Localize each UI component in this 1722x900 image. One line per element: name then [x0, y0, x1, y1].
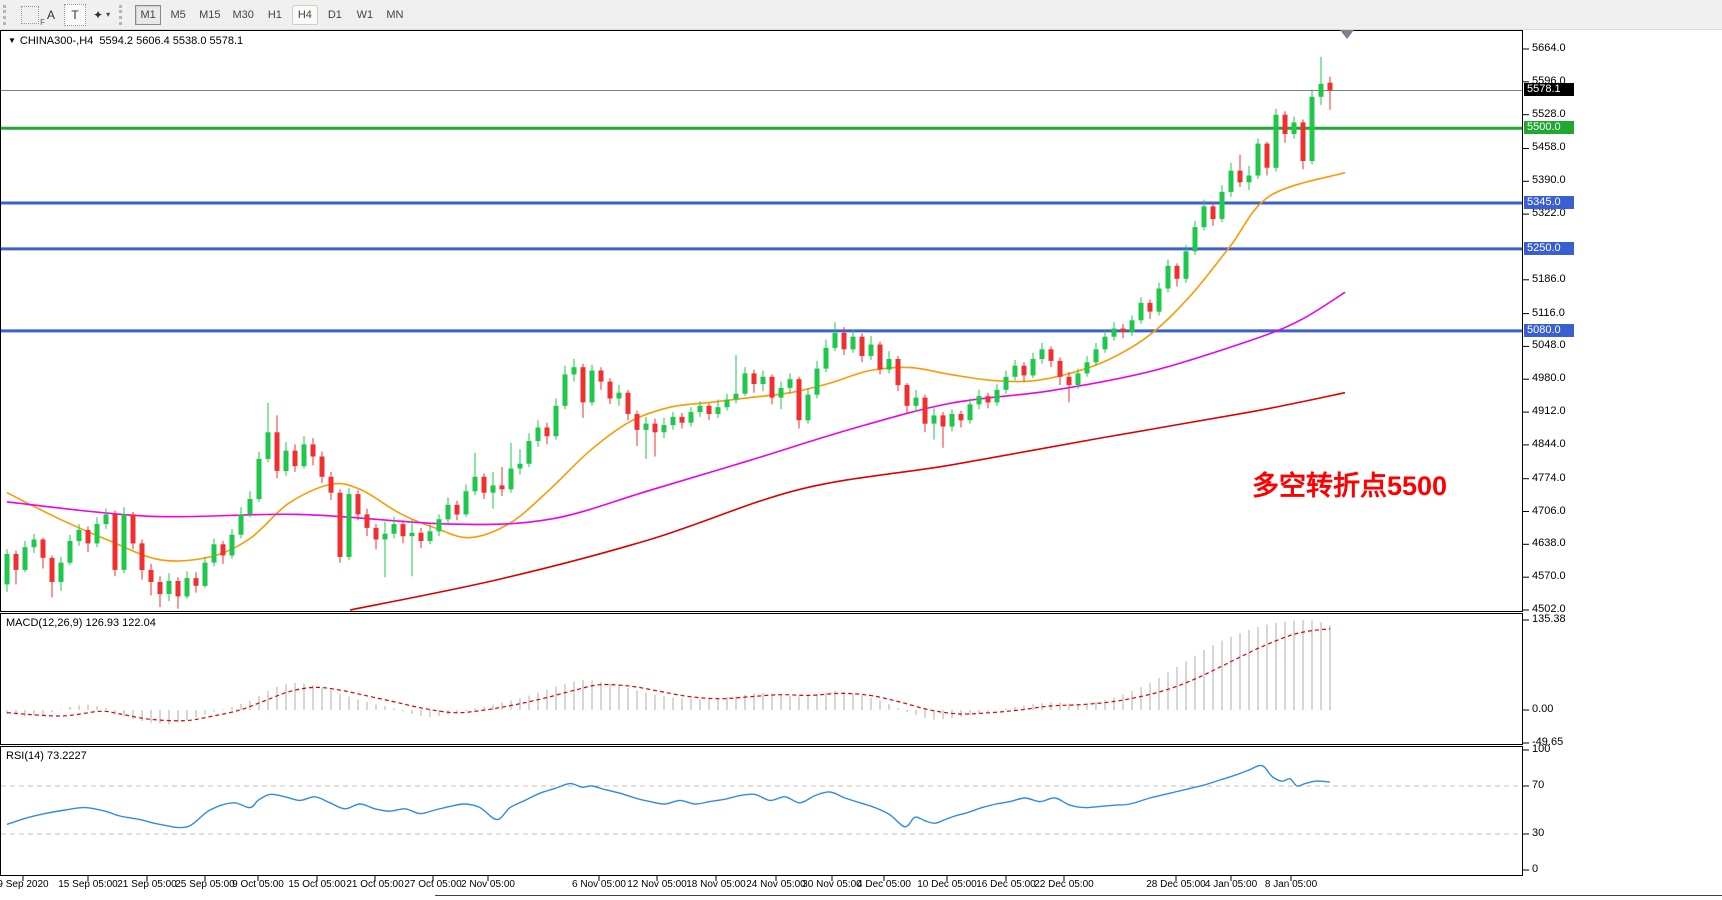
chart-title: ▼ CHINA300-,H4 5594.2 5606.4 5538.0 5578.…	[8, 35, 243, 47]
price-level-tag: 5578.1	[1524, 83, 1574, 96]
rsi-axis-tick: 30	[1532, 827, 1545, 839]
symbol-period-label: CHINA300-,H4	[19, 35, 94, 47]
macd-values: 126.93 122.04	[85, 617, 156, 629]
price-axis-tick: 4706.0	[1532, 505, 1566, 517]
rsi-axis-tick: 0	[1532, 863, 1539, 875]
time-axis-label: 10 Dec 05:00	[917, 879, 977, 890]
rsi-label: RSI(14) 73.2227	[6, 750, 87, 762]
background-window-edge	[435, 895, 1722, 900]
price-axis-tick: 4844.0	[1532, 438, 1566, 450]
time-axis-label: 28 Dec 05:00	[1146, 879, 1206, 890]
timeframe-button-w1[interactable]: W1	[351, 4, 378, 25]
price-axis-tick: 4570.0	[1532, 570, 1566, 582]
time-axis-label: 9 Sep 2020	[0, 879, 49, 890]
time-axis-label: 25 Sep 05:00	[175, 879, 235, 890]
timeframe-button-m5[interactable]: M5	[165, 4, 192, 25]
text-box-button[interactable]: T	[64, 3, 86, 26]
macd-axis-tick: 0.00	[1532, 703, 1554, 715]
price-level-tag: 5080.0	[1524, 324, 1574, 337]
time-axis-label: 8 Jan 05:00	[1264, 879, 1318, 890]
time-axis-label: 22 Dec 05:00	[1034, 879, 1094, 890]
price-axis-tick: 5322.0	[1532, 207, 1566, 219]
timeframe-button-m30[interactable]: M30	[228, 4, 258, 25]
time-axis-label: 4 Dec 05:00	[857, 879, 911, 890]
timeframe-button-group: M1 M5 M15 M30 H1 H4 D1 W1 MN	[133, 4, 410, 25]
price-axis-tick: 5664.0	[1532, 42, 1566, 54]
rsi-value: 73.2227	[46, 750, 87, 762]
price-axis-tick: 4912.0	[1532, 405, 1566, 417]
timeframe-button-mn[interactable]: MN	[381, 4, 408, 25]
price-axis-tick: 5528.0	[1532, 108, 1566, 120]
macd-axis-tick: 135.38	[1532, 613, 1566, 625]
text-label-button[interactable]: A	[40, 4, 62, 26]
shapes-dropdown-button[interactable]: ✦ ▾	[88, 4, 115, 26]
price-axis-tick: 5048.0	[1532, 339, 1566, 351]
timeframe-button-h4[interactable]: H4	[291, 4, 318, 25]
chevron-down-icon: ▾	[106, 10, 111, 19]
toolbar: F A T ✦ ▾ M1 M5 M15 M30 H1 H4 D1 W1 MN	[0, 0, 1722, 30]
macd-label: MACD(12,26,9) 126.93 122.04	[6, 617, 156, 629]
price-level-tag: 5500.0	[1524, 121, 1574, 134]
time-axis-label: 16 Dec 05:00	[976, 879, 1036, 890]
price-axis-tick: 5458.0	[1532, 141, 1566, 153]
macd-indicator-panel[interactable]	[0, 613, 1523, 745]
price-axis-tick: 5390.0	[1532, 174, 1566, 186]
price-level-tag: 5250.0	[1524, 242, 1574, 255]
ohlc-values: 5594.2 5606.4 5538.0 5578.1	[99, 35, 244, 47]
chart-annotation-text: 多空转折点5500	[1252, 471, 1448, 501]
shapes-icon: ✦	[93, 7, 104, 22]
price-axis-tick: 4980.0	[1532, 372, 1566, 384]
main-chart-panel[interactable]	[0, 30, 1523, 612]
toolbar-grip	[3, 4, 14, 25]
timeframe-button-m1[interactable]: M1	[135, 4, 162, 25]
time-axis-label: 27 Oct 05:00	[404, 879, 462, 890]
time-axis-label: 21 Oct 05:00	[346, 879, 404, 890]
time-axis-label: 30 Nov 05:00	[802, 879, 862, 890]
symbol-dropdown-icon[interactable]: ▼	[8, 36, 16, 45]
time-axis-label: 21 Sep 05:00	[117, 879, 177, 890]
price-axis-tick: 5186.0	[1532, 273, 1566, 285]
time-axis-label: 4 Jan 05:00	[1204, 879, 1258, 890]
template-grid-icon[interactable]: F	[21, 5, 45, 27]
time-axis-label: 6 Nov 05:00	[572, 879, 626, 890]
timeframe-button-h1[interactable]: H1	[261, 4, 288, 25]
price-level-tag: 5345.0	[1524, 196, 1574, 209]
macd-axis-tick: -49.65	[1532, 736, 1564, 748]
timeframe-button-m15[interactable]: M15	[195, 4, 225, 25]
price-axis-tick: 5116.0	[1532, 307, 1565, 319]
time-axis-label: 12 Nov 05:00	[627, 879, 687, 890]
time-axis-label: 9 Oct 05:00	[232, 879, 284, 890]
price-axis-tick: 4638.0	[1532, 537, 1566, 549]
price-axis-tick: 4774.0	[1532, 472, 1566, 484]
rsi-axis-tick: 100	[1532, 743, 1551, 755]
rsi-indicator-panel[interactable]	[0, 746, 1523, 876]
time-axis-label: 15 Sep 05:00	[58, 879, 118, 890]
time-axis-label: 2 Nov 05:00	[461, 879, 515, 890]
time-axis-label: 18 Nov 05:00	[686, 879, 746, 890]
price-axis-tick: 4502.0	[1532, 603, 1566, 615]
time-axis-label: 24 Nov 05:00	[746, 879, 806, 890]
rsi-axis-tick: 70	[1532, 779, 1545, 791]
timeframe-button-d1[interactable]: D1	[321, 4, 348, 25]
time-axis-label: 15 Oct 05:00	[288, 879, 346, 890]
toolbar-grip	[119, 4, 130, 25]
